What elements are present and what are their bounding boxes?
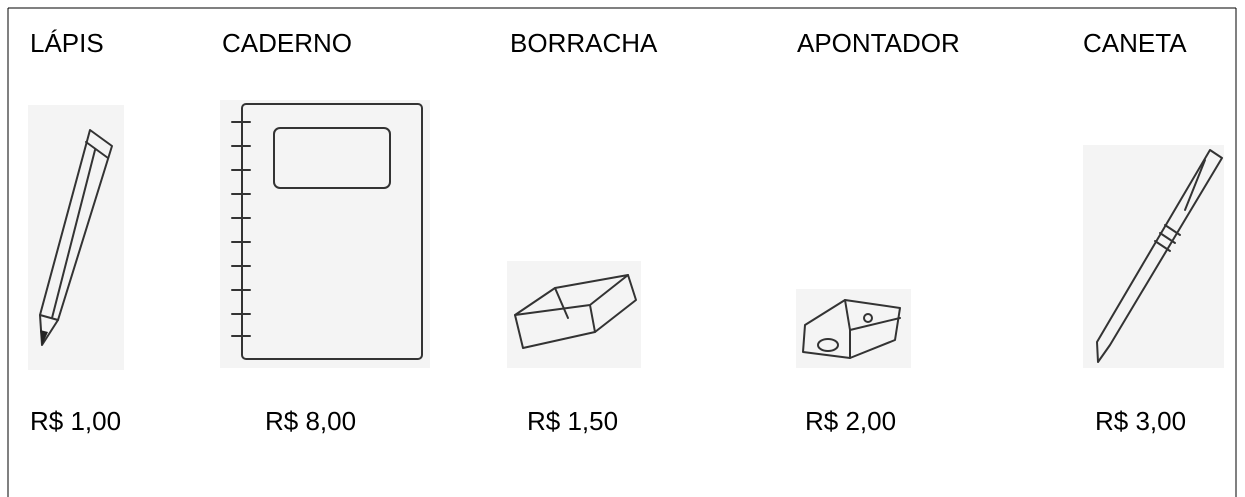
item-price: R$ 2,00 bbox=[805, 406, 896, 436]
item-price: R$ 8,00 bbox=[265, 406, 356, 436]
item-price: R$ 3,00 bbox=[1095, 406, 1186, 436]
item-name: APONTADOR bbox=[797, 28, 960, 58]
item-name: CADERNO bbox=[222, 28, 352, 58]
item-name: CANETA bbox=[1083, 28, 1187, 58]
item-name: LÁPIS bbox=[30, 28, 104, 58]
eraser-icon bbox=[507, 261, 641, 368]
pen-icon bbox=[1083, 145, 1224, 368]
sharpener-icon bbox=[796, 289, 911, 368]
item-name: BORRACHA bbox=[510, 28, 658, 58]
notebook-icon bbox=[220, 100, 430, 368]
item-price: R$ 1,00 bbox=[30, 406, 121, 436]
pencil-icon bbox=[28, 105, 124, 370]
item-price: R$ 1,50 bbox=[527, 406, 618, 436]
frame bbox=[7, 7, 1237, 497]
